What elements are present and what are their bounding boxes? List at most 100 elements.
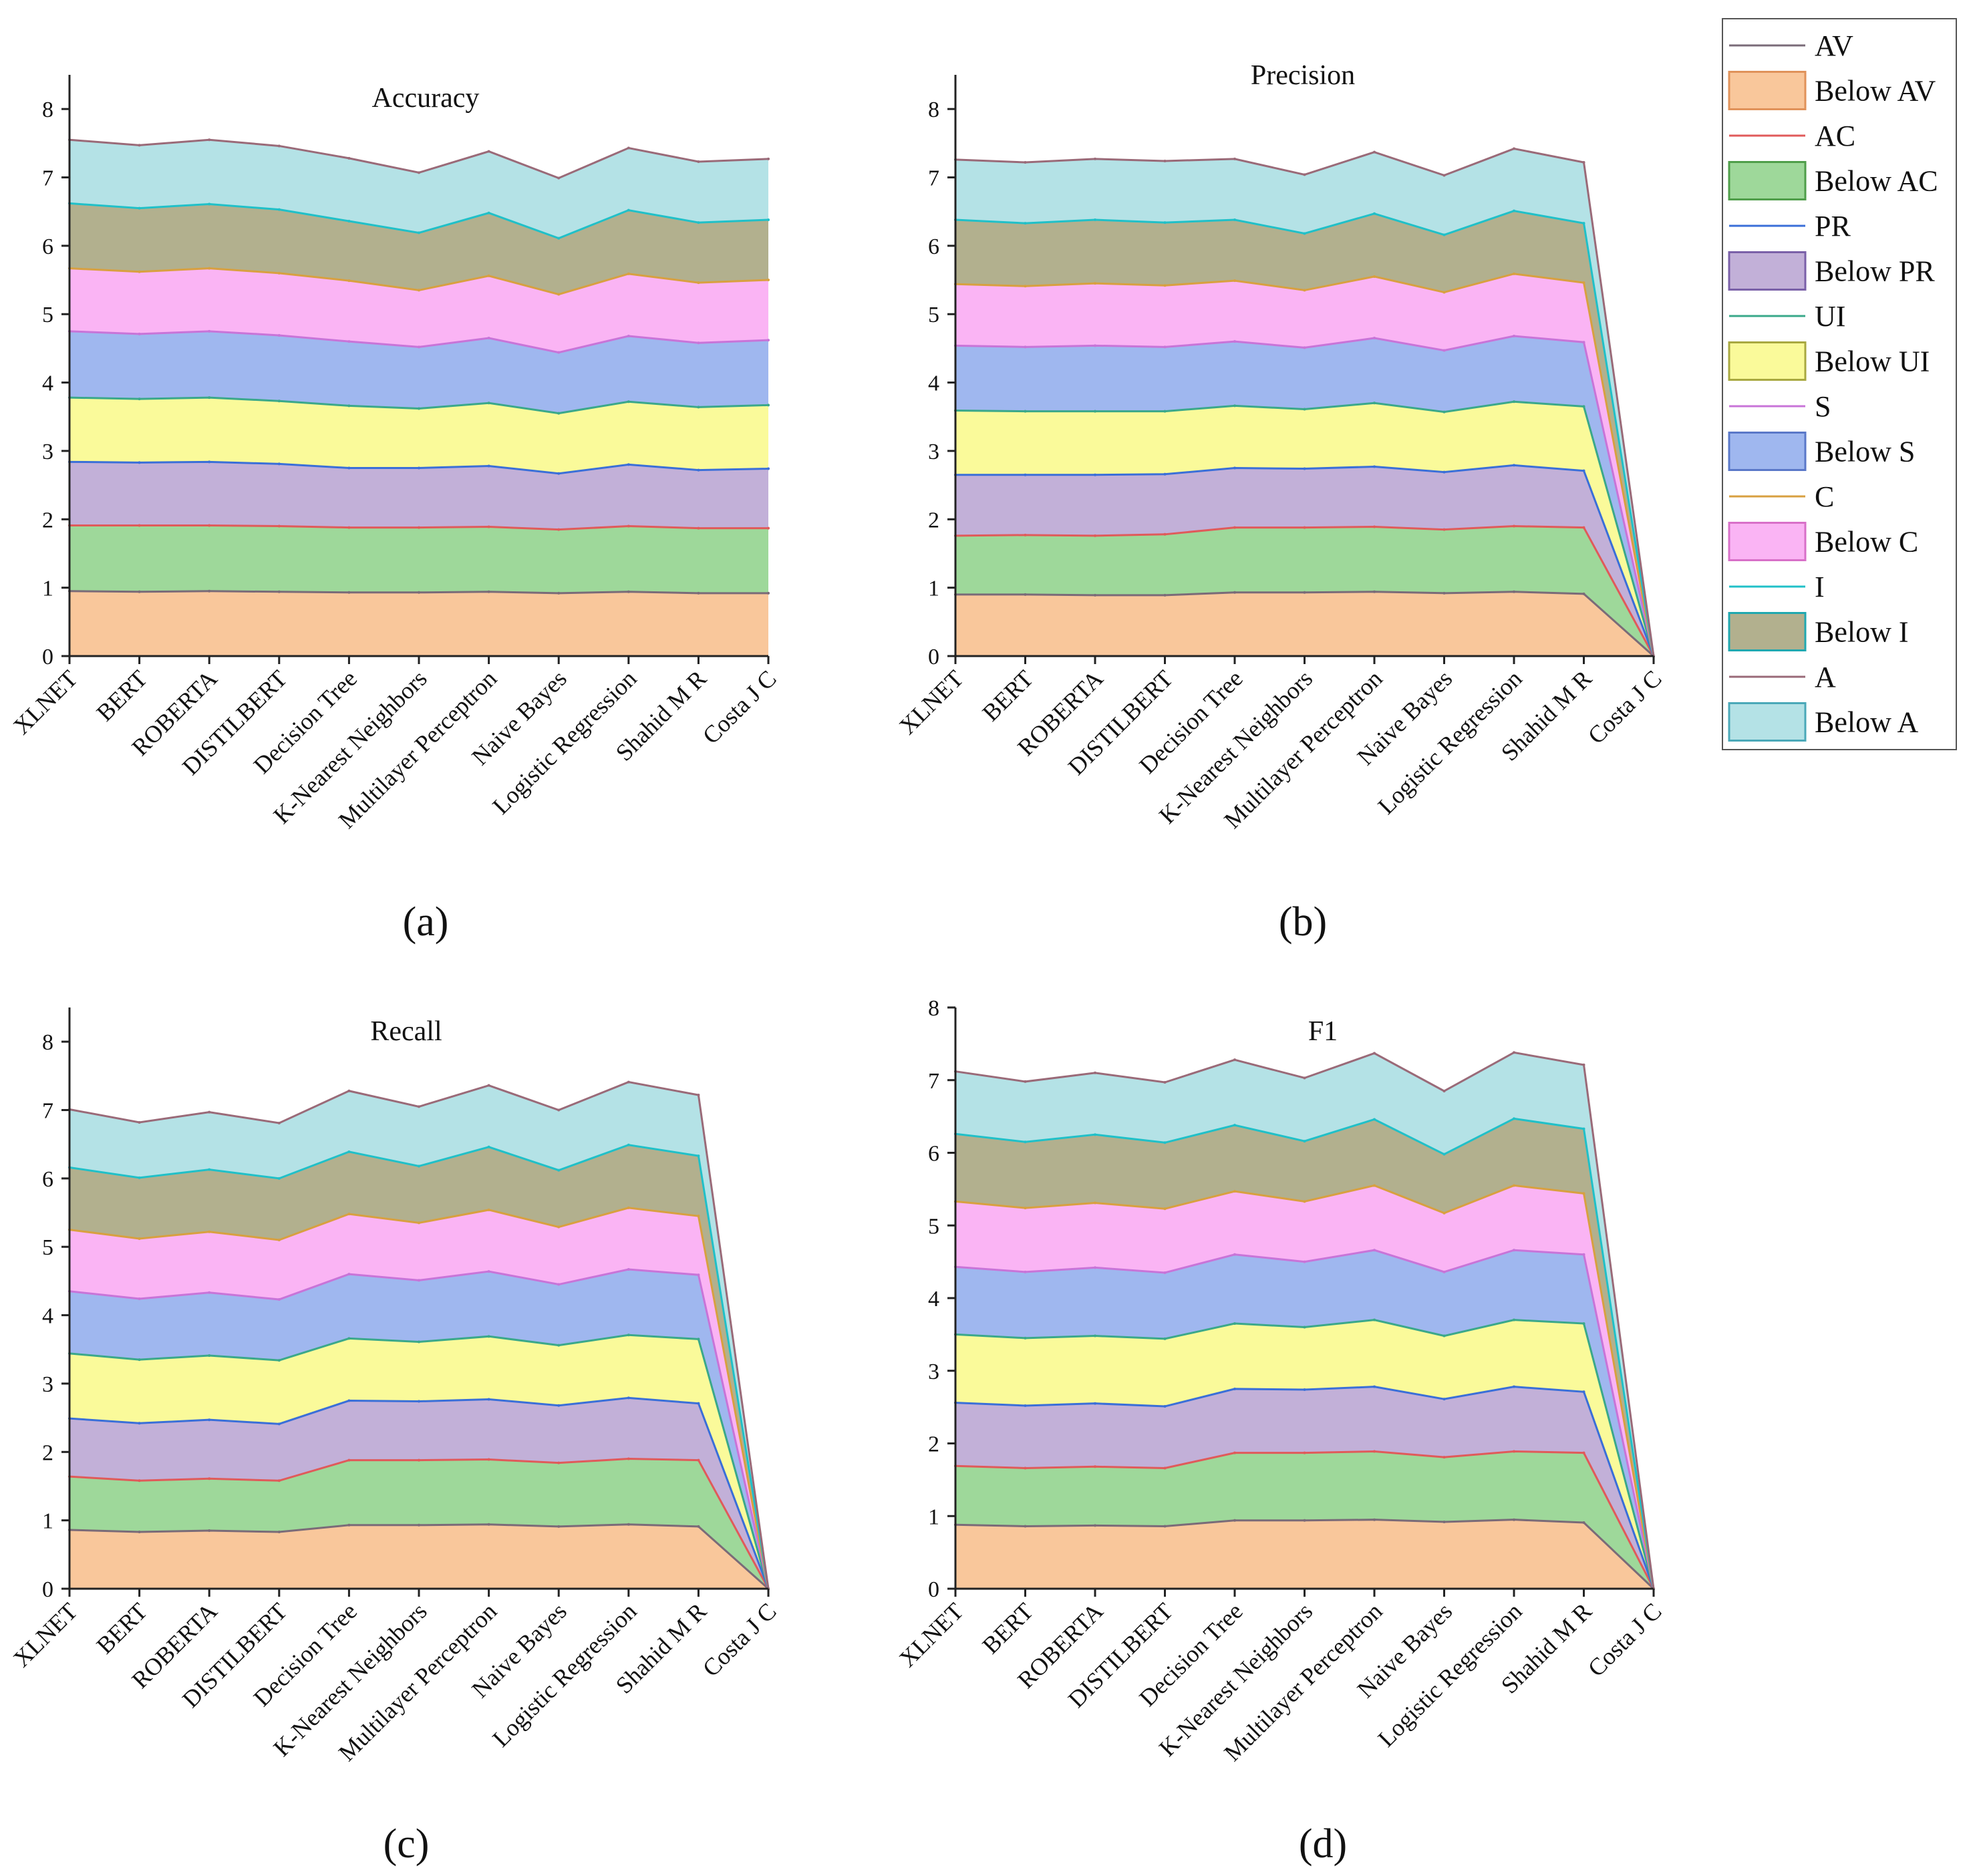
y-tick-label: 3: [42, 1372, 53, 1397]
data-point-ac: [138, 524, 141, 527]
data-point-c: [418, 289, 420, 292]
legend-label-ui: UI: [1815, 300, 1845, 333]
data-point-av: [1024, 593, 1027, 596]
legend-swatch-below-i: [1728, 612, 1807, 651]
y-tick-label: 8: [928, 996, 939, 1021]
data-point-pr: [1233, 1387, 1236, 1390]
data-point-c: [1163, 284, 1167, 287]
data-point-i: [1024, 222, 1027, 225]
data-point-c: [138, 270, 141, 273]
data-point-av: [487, 590, 490, 593]
data-point-c: [208, 267, 211, 270]
data-point-pr: [1513, 464, 1515, 467]
data-point-ac: [347, 526, 351, 529]
data-point-av: [1163, 1525, 1167, 1528]
y-tick-label: 4: [928, 1287, 939, 1311]
data-point-s: [208, 1291, 211, 1294]
data-point-av: [627, 590, 630, 593]
area-below-c: [69, 1207, 768, 1589]
data-point-av: [1163, 593, 1167, 597]
data-point-pr: [277, 462, 281, 466]
y-tick-label: 3: [928, 440, 939, 464]
data-point-av: [1582, 592, 1585, 595]
data-point-s: [557, 1283, 561, 1286]
data-point-a: [1513, 147, 1515, 150]
chart-title: Recall: [370, 1016, 442, 1047]
data-point-pr: [1443, 470, 1446, 474]
data-point-a: [697, 160, 700, 163]
data-point-c: [1373, 275, 1376, 278]
data-point-ui: [1582, 1322, 1585, 1325]
area-below-av: [955, 1519, 1654, 1589]
data-point-i: [277, 1177, 281, 1180]
data-point-ui: [208, 1354, 211, 1357]
data-point-a: [347, 156, 351, 160]
data-point-pr: [1373, 465, 1376, 468]
area-below-s: [955, 335, 1654, 656]
panel-label: (a): [403, 899, 449, 945]
data-point-i: [1513, 1117, 1515, 1120]
data-point-a: [1024, 1080, 1027, 1083]
data-point-av: [627, 1523, 630, 1526]
data-point-c: [1582, 1192, 1585, 1195]
data-point-s: [277, 1298, 281, 1301]
data-point-av: [418, 1523, 420, 1527]
data-point-ui: [1303, 408, 1306, 411]
data-point-av: [1303, 591, 1306, 594]
data-point-a: [1373, 1052, 1376, 1055]
data-point-s: [208, 329, 211, 333]
data-point-pr: [208, 1418, 211, 1422]
data-point-ac: [487, 1458, 490, 1461]
area-below-s: [69, 331, 768, 414]
data-point-i: [1443, 1152, 1446, 1156]
data-point-a: [627, 146, 630, 150]
data-point-a: [1443, 174, 1446, 177]
area-below-i: [955, 1118, 1654, 1589]
data-point-av: [1513, 590, 1515, 593]
data-point-s: [627, 1268, 630, 1271]
y-tick-label: 7: [928, 1069, 939, 1094]
data-point-a: [1443, 1090, 1446, 1093]
y-tick-label: 1: [42, 577, 53, 601]
data-point-i: [487, 1145, 490, 1148]
data-point-ac: [1094, 1465, 1096, 1468]
data-point-ui: [277, 400, 281, 403]
data-point-c: [277, 271, 281, 275]
legend-swatch-below-pr: [1728, 251, 1807, 291]
data-point-ui: [767, 404, 770, 407]
data-point-c: [138, 1237, 141, 1240]
data-point-av: [277, 1531, 281, 1534]
data-point-pr: [697, 1402, 700, 1405]
data-point-s: [1024, 345, 1027, 349]
data-point-pr: [1582, 469, 1585, 472]
data-point-a: [138, 1120, 141, 1124]
area-below-a: [955, 1052, 1654, 1589]
data-point-i: [557, 1168, 561, 1172]
area-below-ui: [69, 1335, 768, 1589]
data-point-ui: [487, 402, 490, 405]
data-point-ui: [1163, 410, 1167, 413]
data-point-pr: [487, 464, 490, 468]
data-point-i: [208, 202, 211, 206]
data-point-s: [1163, 1271, 1167, 1274]
data-point-a: [1303, 1076, 1306, 1080]
data-point-ui: [697, 406, 700, 409]
data-point-c: [208, 1230, 211, 1233]
data-point-av: [138, 1531, 141, 1534]
data-point-s: [1233, 340, 1236, 343]
x-tick-label: Costa J C: [698, 665, 782, 749]
data-point-a: [418, 1105, 420, 1108]
data-point-pr: [1024, 1404, 1027, 1407]
data-point-a: [1582, 161, 1585, 164]
area-below-ac: [69, 1458, 768, 1589]
data-point-av: [347, 591, 351, 594]
data-point-ac: [627, 1457, 630, 1460]
x-tick-label: Costa J C: [1583, 1597, 1667, 1682]
data-point-a: [1094, 157, 1096, 160]
legend-label-below-s: Below S: [1815, 436, 1915, 468]
data-point-ac: [1163, 532, 1167, 536]
data-point-s: [1513, 1249, 1515, 1252]
area-below-pr: [955, 465, 1654, 656]
data-point-a: [347, 1089, 351, 1092]
